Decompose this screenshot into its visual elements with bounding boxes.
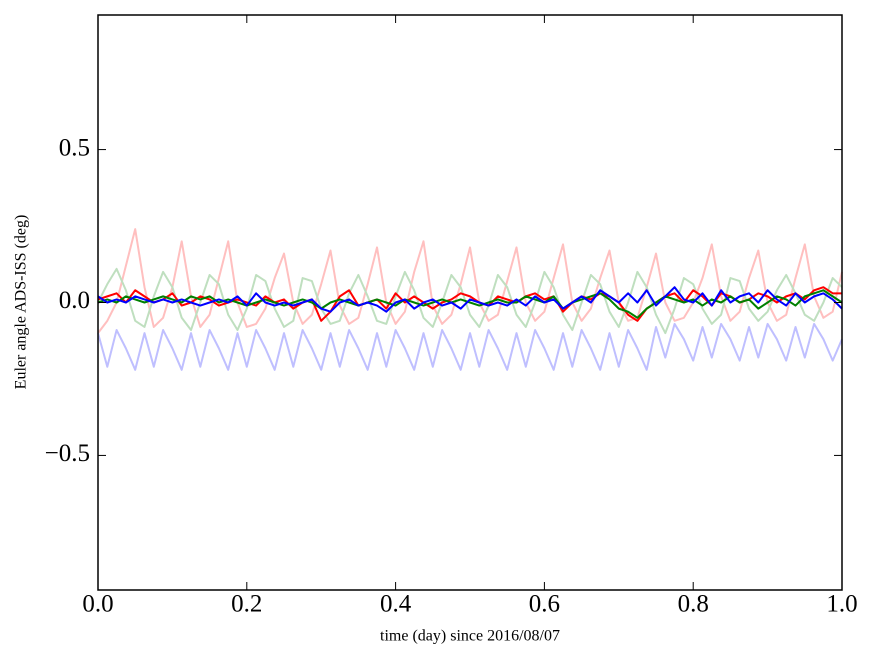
y-tick-label: 0.5 <box>59 134 90 161</box>
data-line <box>97 228 843 334</box>
x-axis-label: time (day) since 2016/08/07 <box>380 628 560 645</box>
x-tick-label: 1.0 <box>826 591 857 618</box>
x-tick-label: 0.2 <box>231 591 262 618</box>
x-tick-label: 0.8 <box>678 591 709 618</box>
y-tick-label: 0.0 <box>59 287 90 314</box>
x-tick-label: 0.4 <box>380 591 412 618</box>
data-line <box>97 286 843 313</box>
x-tick-label: 0.0 <box>82 591 113 618</box>
y-tick-label: −0.5 <box>45 440 90 467</box>
data-line <box>97 267 843 335</box>
data-line <box>97 322 843 371</box>
x-tick-label: 0.6 <box>529 591 560 618</box>
y-axis-label: Euler angle ADS-ISS (deg) <box>13 215 30 390</box>
data-line <box>97 286 842 322</box>
